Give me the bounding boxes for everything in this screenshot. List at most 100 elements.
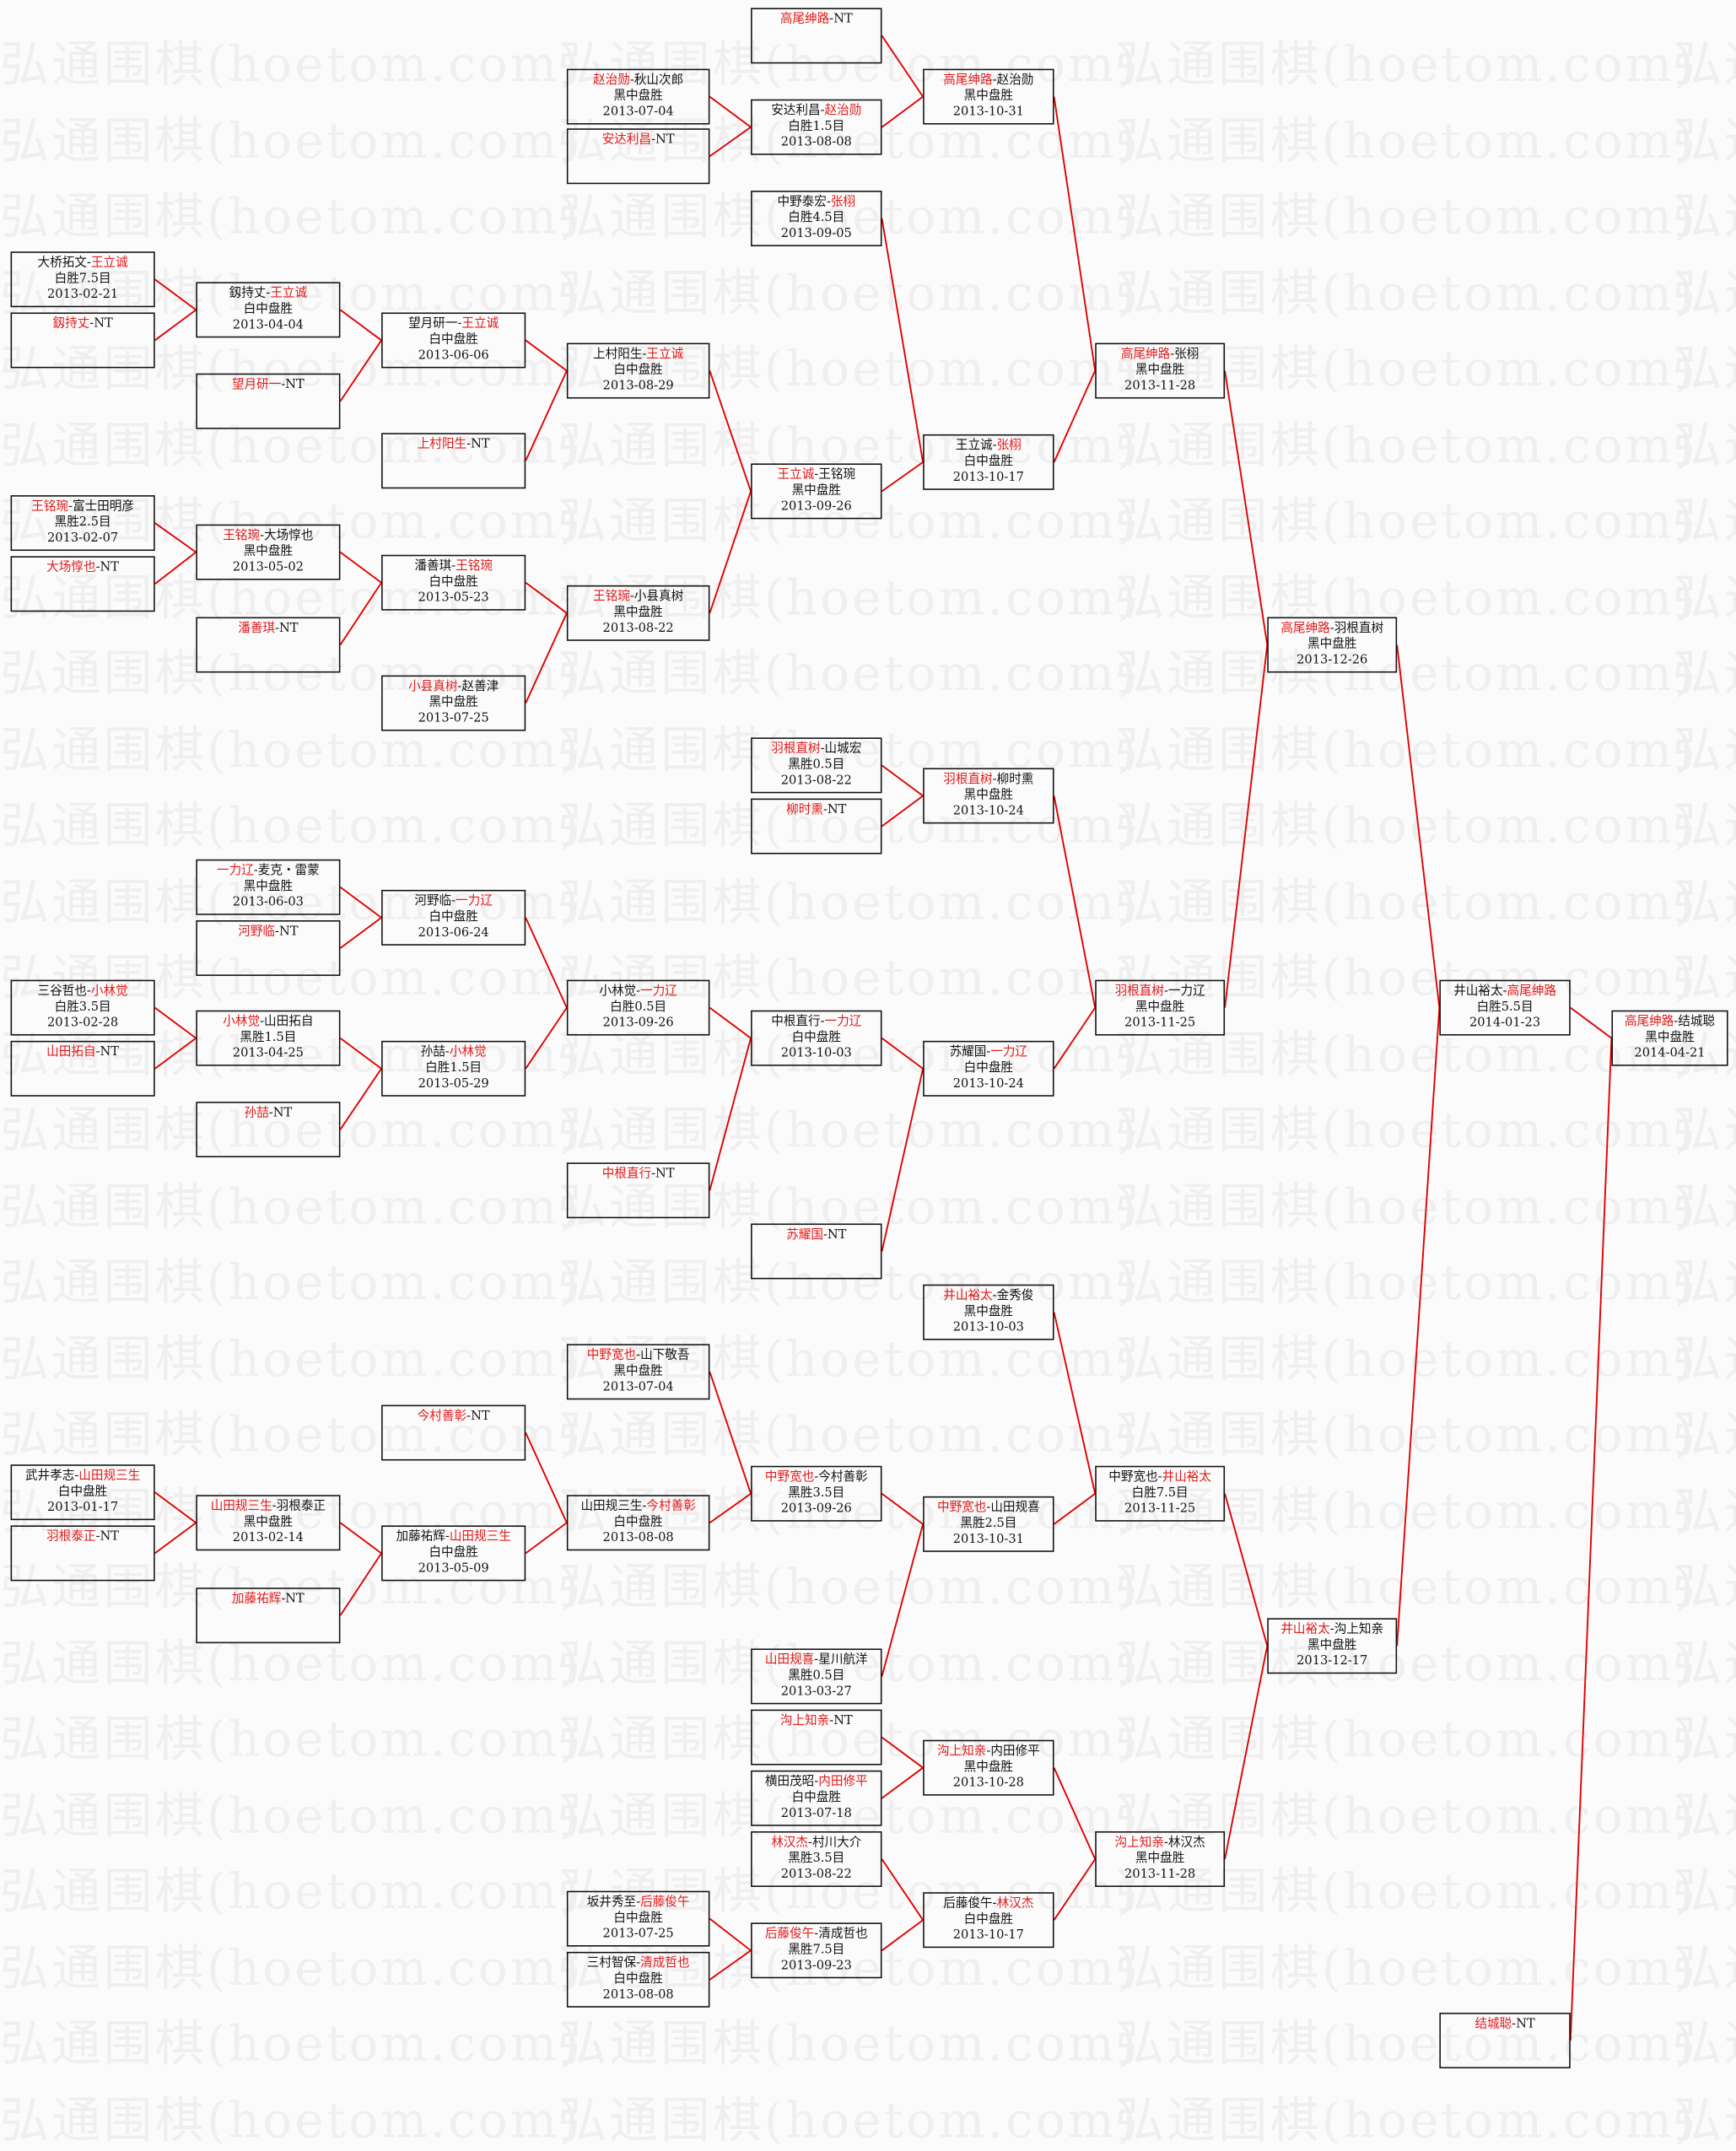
match-box: 苏耀国-一力辽 白中盘胜 2013-10-24 (923, 1040, 1054, 1097)
connector-line (709, 126, 752, 158)
match-box: 大桥拓文-王立诚 白胜7.5目 2013-02-21 (10, 251, 155, 308)
player-separator: - (74, 1468, 79, 1484)
match-box: 坂井秀至-后藤俊午 白中盘胜 2013-07-25 (566, 1890, 710, 1947)
connector-line (1224, 644, 1269, 1008)
player-a: 井山裕太 (1453, 984, 1503, 999)
connector-line (339, 339, 382, 402)
players-line: 小县真树-赵善津 (383, 679, 525, 695)
match-date: 2013-12-17 (1297, 1653, 1368, 1669)
match-date: 2013-09-26 (602, 1016, 674, 1031)
bye-box: 潘善琪-NT (196, 617, 341, 673)
player-b: NT (471, 1409, 490, 1424)
players-line: 大场惇也-NT (12, 560, 154, 576)
players-line: 中根直行-一力辽 (752, 1014, 881, 1030)
players-line: 中野宽也-山田规喜 (925, 1501, 1053, 1517)
match-result: 黑中盘胜 (243, 544, 294, 559)
match-box: 三谷哲也-小林觉 白胜3.5目 2013-02-28 (10, 979, 155, 1036)
player-a: 王铭琬 (593, 589, 630, 604)
player-separator: - (829, 12, 834, 27)
player-b: 内田修平 (818, 1774, 868, 1789)
match-result: 黑胜7.5目 (788, 1942, 845, 1958)
match-box: 三村智保-清成哲也 白中盘胜 2013-08-08 (566, 1951, 710, 2008)
bye-box: 大场惇也-NT (10, 556, 155, 612)
connector-line (881, 1523, 925, 1677)
match-result: 白中盘胜 (429, 574, 478, 590)
players-line: 沟上知亲-林汉杰 (1097, 1836, 1224, 1852)
player-separator: - (451, 893, 456, 908)
players-line: 苏耀国-NT (752, 1227, 881, 1243)
match-result: 黑中盘胜 (243, 1514, 294, 1530)
player-a: 羽根直树 (771, 741, 821, 757)
watermark-text: 弘通围棋(hoetom.com) (0, 2091, 582, 2149)
match-result: 黑胜0.5目 (788, 1668, 845, 1684)
players-line: 釼持丈-NT (12, 316, 154, 332)
match-result: 白中盘胜 (963, 1060, 1014, 1076)
match-result: 黑中盘胜 (963, 89, 1014, 104)
match-result: 黑中盘胜 (613, 1363, 663, 1379)
players-line: 羽根直树-山城宏 (752, 741, 881, 757)
players-line: 今村善彰-NT (383, 1409, 525, 1425)
player-separator: - (260, 1014, 265, 1029)
players-line: 王铭琬-富士田明彦 (12, 499, 154, 515)
match-date: 2013-11-28 (1124, 378, 1196, 394)
connector-line (525, 1432, 568, 1523)
players-line: 结城聪-NT (1441, 2017, 1569, 2033)
player-separator: - (651, 1166, 656, 1182)
player-a: 中野宽也 (1108, 1469, 1158, 1485)
match-box: 王铭琬-小县真树 黑中盘胜 2013-08-22 (566, 585, 710, 641)
bye-box: 山田拓自-NT (10, 1040, 155, 1097)
players-line: 孙喆-NT (197, 1106, 339, 1122)
match-result: 白中盘胜 (613, 1971, 663, 1987)
match-result: 黑胜0.5目 (788, 757, 845, 773)
player-b: NT (655, 132, 675, 148)
player-a: 后藤俊午 (943, 1895, 993, 1911)
connector-line (154, 309, 197, 342)
player-a: 上村阳生 (593, 347, 643, 362)
connector-line (154, 551, 197, 585)
match-date: 2013-07-18 (780, 1806, 852, 1821)
match-date: 2013-04-04 (232, 317, 304, 333)
bye-box: 安达利昌-NT (566, 128, 710, 185)
match-box: 王铭琬-富士田明彦 黑胜2.5目 2013-02-07 (10, 495, 155, 552)
players-line: 王立诚-张栩 (925, 439, 1053, 455)
connector-line (339, 582, 382, 646)
player-separator: - (814, 1652, 819, 1668)
player-b: NT (833, 1713, 853, 1728)
player-a: 羽根直树 (943, 772, 993, 787)
players-line: 潘善琪-王铭琬 (383, 558, 525, 574)
player-b: 山下敬吾 (640, 1348, 690, 1363)
match-date: 2013-03-27 (780, 1684, 852, 1700)
players-line: 中根直行-NT (568, 1167, 708, 1183)
player-b: 张栩 (996, 438, 1022, 453)
connector-line (881, 35, 924, 98)
match-date: 2013-09-05 (780, 226, 852, 241)
watermark-text: 弘通围棋(hoetom.com) (1114, 2091, 1696, 2149)
player-b: NT (100, 1044, 120, 1059)
player-b: 大场惇也 (264, 528, 314, 543)
player-separator: - (89, 316, 94, 332)
match-box: 井山裕太-高尾绅路 白胜5.5目 2014-01-23 (1439, 979, 1571, 1036)
player-separator: - (1170, 347, 1175, 362)
connector-line (525, 370, 568, 461)
connector-line (525, 339, 568, 372)
bye-box: 釼持丈-NT (10, 312, 155, 369)
match-result: 黑中盘胜 (963, 788, 1014, 803)
player-a: 井山裕太 (1280, 1622, 1330, 1637)
match-result: 白中盘胜 (613, 1514, 663, 1530)
match-result: 白中盘胜 (613, 1911, 663, 1926)
player-a: 上村阳生 (417, 437, 467, 452)
connector-line (1224, 1646, 1269, 1860)
players-line: 潘善琪-NT (197, 621, 339, 637)
player-separator: - (822, 802, 828, 817)
player-a: 大场惇也 (46, 560, 96, 575)
player-a: 苏耀国 (949, 1044, 987, 1059)
player-separator: - (642, 347, 647, 362)
player-b: 山田规三生 (78, 1468, 141, 1484)
player-b: 赵治勋 (996, 73, 1034, 88)
player-a: 安达利昌 (601, 132, 652, 148)
connector-line (154, 278, 197, 311)
player-b: 一力辽 (824, 1014, 862, 1029)
player-separator: - (629, 589, 634, 604)
connector-line (881, 1068, 925, 1252)
players-line: 上村阳生-王立诚 (568, 347, 708, 363)
